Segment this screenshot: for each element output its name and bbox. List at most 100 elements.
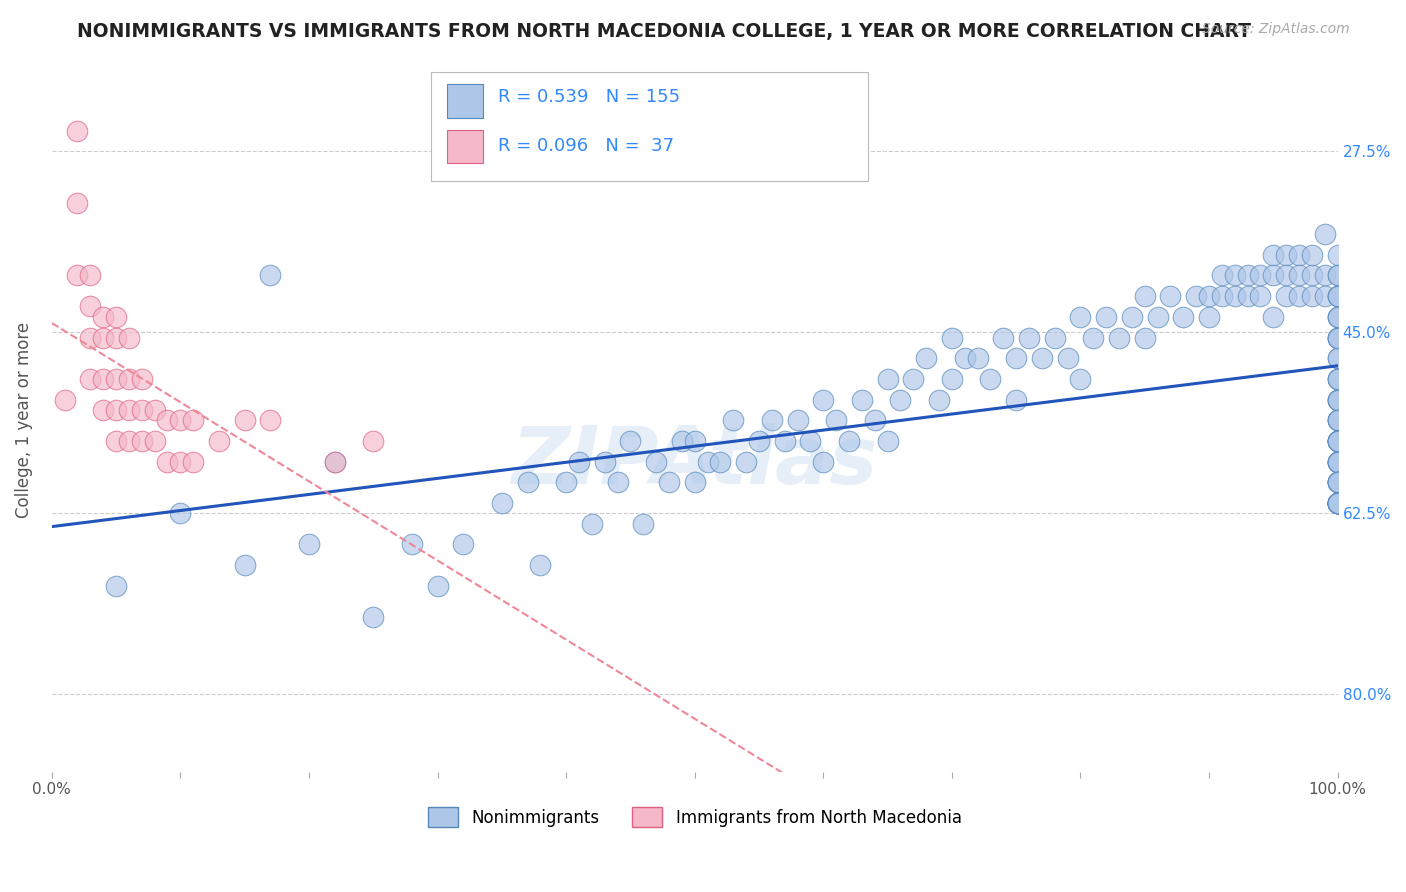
Point <box>903 372 925 386</box>
Point <box>1326 413 1348 427</box>
Point <box>1326 455 1348 469</box>
Point <box>1133 330 1156 344</box>
Point <box>323 455 346 469</box>
Text: R = 0.539   N = 155: R = 0.539 N = 155 <box>498 87 681 105</box>
Point <box>1326 372 1348 386</box>
Point <box>1326 475 1348 490</box>
Point <box>1326 475 1348 490</box>
Point <box>208 434 231 448</box>
Point <box>1313 289 1336 303</box>
Point <box>915 351 938 366</box>
Text: NONIMMIGRANTS VS IMMIGRANTS FROM NORTH MACEDONIA COLLEGE, 1 YEAR OR MORE CORRELA: NONIMMIGRANTS VS IMMIGRANTS FROM NORTH M… <box>77 22 1251 41</box>
Point <box>169 413 191 427</box>
Point <box>1095 310 1118 324</box>
Point <box>1326 413 1348 427</box>
Point <box>941 372 963 386</box>
Point <box>1301 289 1323 303</box>
Point <box>131 434 153 448</box>
Point <box>1236 289 1258 303</box>
Point <box>633 516 655 531</box>
Point <box>323 455 346 469</box>
Point <box>1326 330 1348 344</box>
Point <box>1263 248 1285 262</box>
Point <box>53 392 76 407</box>
Point <box>1326 289 1348 303</box>
Point <box>361 610 384 624</box>
Point <box>696 455 718 469</box>
Point <box>1326 392 1348 407</box>
Point <box>1133 289 1156 303</box>
Point <box>838 434 860 448</box>
Point <box>1056 351 1078 366</box>
Point <box>1326 455 1348 469</box>
Point <box>813 392 835 407</box>
Point <box>1326 413 1348 427</box>
Point <box>79 372 101 386</box>
Point <box>118 372 141 386</box>
Point <box>1198 289 1220 303</box>
Point <box>233 413 256 427</box>
Point <box>169 455 191 469</box>
Point <box>1043 330 1066 344</box>
Point <box>529 558 551 573</box>
Point <box>1275 268 1298 283</box>
Point <box>1326 496 1348 510</box>
Point <box>131 372 153 386</box>
Point <box>941 330 963 344</box>
Point <box>1326 434 1348 448</box>
Point <box>1069 372 1091 386</box>
Point <box>401 537 423 551</box>
Point <box>1326 434 1348 448</box>
Point <box>1250 268 1272 283</box>
Point <box>1018 330 1040 344</box>
Point <box>1263 268 1285 283</box>
Point <box>1326 496 1348 510</box>
Point <box>993 330 1015 344</box>
Point <box>118 434 141 448</box>
Point <box>1326 330 1348 344</box>
Point <box>105 372 128 386</box>
Point <box>118 330 141 344</box>
Point <box>181 455 204 469</box>
Point <box>1083 330 1105 344</box>
Point <box>1326 413 1348 427</box>
Point <box>1326 310 1348 324</box>
Point <box>1326 289 1348 303</box>
Point <box>1326 496 1348 510</box>
Point <box>671 434 693 448</box>
Point <box>723 413 745 427</box>
Point <box>1223 289 1246 303</box>
Point <box>581 516 603 531</box>
Point <box>1326 372 1348 386</box>
Point <box>1326 392 1348 407</box>
Point <box>761 413 783 427</box>
Point <box>1275 289 1298 303</box>
Point <box>1211 289 1233 303</box>
Point <box>1250 289 1272 303</box>
Point <box>813 455 835 469</box>
Text: Source: ZipAtlas.com: Source: ZipAtlas.com <box>1202 22 1350 37</box>
Point <box>91 372 114 386</box>
Point <box>568 455 591 469</box>
Point <box>91 403 114 417</box>
Point <box>1121 310 1143 324</box>
Point <box>491 496 513 510</box>
Point <box>1031 351 1053 366</box>
Point <box>1326 351 1348 366</box>
Point <box>1326 434 1348 448</box>
Point <box>1159 289 1181 303</box>
FancyBboxPatch shape <box>447 129 482 163</box>
Point <box>259 268 281 283</box>
Point <box>1263 310 1285 324</box>
Point <box>966 351 988 366</box>
Point <box>105 310 128 324</box>
Point <box>851 392 873 407</box>
Point <box>1185 289 1208 303</box>
Point <box>1005 392 1028 407</box>
Point <box>451 537 474 551</box>
Point <box>1326 434 1348 448</box>
Point <box>66 123 89 137</box>
Point <box>105 579 128 593</box>
Point <box>1211 268 1233 283</box>
Point <box>748 434 770 448</box>
